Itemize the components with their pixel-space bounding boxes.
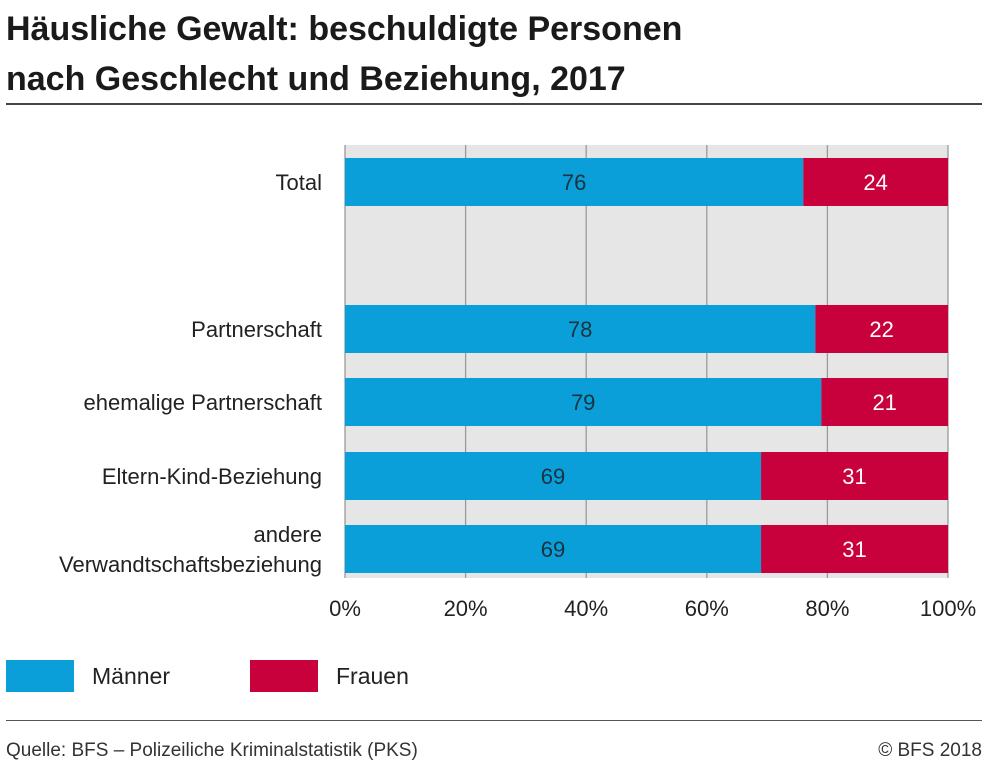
x-tick-label-60: 60% [685, 596, 729, 621]
data-label-frauen-3: 31 [842, 464, 866, 489]
stacked-bar-chart: 76 24 Total 78 22 Partnerschaft 79 21 ehemalige … [6, 145, 976, 692]
bar-maenner-1 [345, 305, 816, 353]
bar-frauen-3 [761, 452, 948, 500]
data-label-maenner-4: 69 [541, 537, 565, 562]
data-label-maenner-0: 76 [562, 170, 586, 195]
category-label-4: andere Verwandtschaftsbeziehung [59, 522, 322, 577]
category-label-line: Total [276, 170, 322, 195]
x-tick-label-0: 0% [329, 596, 361, 621]
category-label-0: Total [276, 170, 322, 195]
legend-swatch-maenner [6, 660, 74, 692]
data-label-frauen-4: 31 [842, 537, 866, 562]
category-label-line: Verwandtschaftsbeziehung [59, 552, 322, 577]
source-note: Quelle: BFS – Polizeiliche Kriminalstati… [6, 740, 418, 761]
legend-swatch-frauen [250, 660, 318, 692]
copyright-note: © BFS 2018 [878, 740, 982, 761]
category-label-3: Eltern-Kind-Beziehung [102, 464, 322, 489]
category-label-2: ehemalige Partnerschaft [84, 390, 322, 415]
category-label-1: Partnerschaft [191, 317, 322, 342]
data-label-frauen-1: 22 [869, 317, 893, 342]
data-label-maenner-1: 78 [568, 317, 592, 342]
data-label-maenner-3: 69 [541, 464, 565, 489]
bar-maenner-3 [345, 452, 762, 500]
category-label-line: ehemalige Partnerschaft [84, 390, 322, 415]
chart-title-line-1: Häusliche Gewalt: beschuldigte Personen [6, 10, 683, 48]
bar-maenner-4 [345, 525, 762, 573]
bar-frauen-4 [761, 525, 948, 573]
bar-frauen-0 [803, 158, 948, 206]
plot-area [345, 145, 948, 578]
bar-frauen-2 [821, 378, 948, 426]
category-label-line: andere [253, 522, 322, 547]
chart-title-line-2: nach Geschlecht und Beziehung, 2017 [6, 60, 626, 98]
title-divider [6, 103, 982, 105]
data-label-frauen-2: 21 [872, 390, 896, 415]
bar-frauen-1 [815, 305, 948, 353]
x-tick-label-20: 20% [444, 596, 488, 621]
x-tick-label-40: 40% [564, 596, 608, 621]
x-tick-label-80: 80% [805, 596, 849, 621]
legend-label-frauen: Frauen [336, 663, 409, 689]
x-tick-label-100: 100% [920, 596, 976, 621]
footer-divider [6, 720, 982, 721]
bar-maenner-2 [345, 378, 822, 426]
category-label-line: Eltern-Kind-Beziehung [102, 464, 322, 489]
data-label-frauen-0: 24 [863, 170, 887, 195]
category-label-line: Partnerschaft [191, 317, 322, 342]
legend-label-maenner: Männer [92, 663, 170, 689]
data-label-maenner-2: 79 [571, 390, 595, 415]
bar-maenner-0 [345, 158, 804, 206]
chart-title: Häusliche Gewalt: beschuldigte Personen … [6, 4, 682, 104]
